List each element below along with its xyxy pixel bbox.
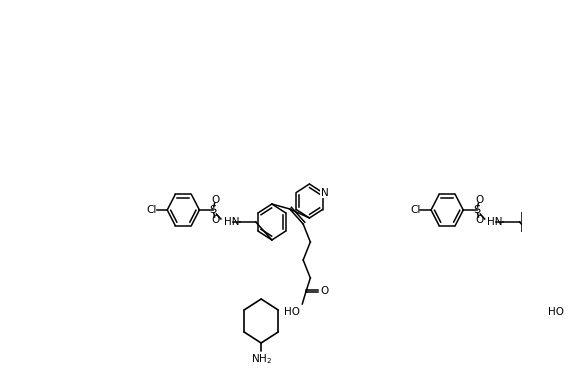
Text: N: N (321, 187, 328, 197)
Text: Cl: Cl (146, 205, 157, 215)
Text: HO: HO (548, 307, 564, 317)
Text: HN: HN (488, 217, 503, 227)
Text: O: O (475, 195, 484, 205)
Text: O: O (211, 195, 220, 205)
Text: O: O (211, 215, 220, 225)
Text: NH$_2$: NH$_2$ (251, 352, 272, 366)
Text: S: S (209, 205, 217, 215)
Text: O: O (475, 215, 484, 225)
Text: Cl: Cl (410, 205, 420, 215)
Text: HN: HN (224, 217, 239, 227)
Text: S: S (473, 205, 480, 215)
Text: HO: HO (284, 307, 301, 317)
Text: O: O (320, 286, 328, 296)
